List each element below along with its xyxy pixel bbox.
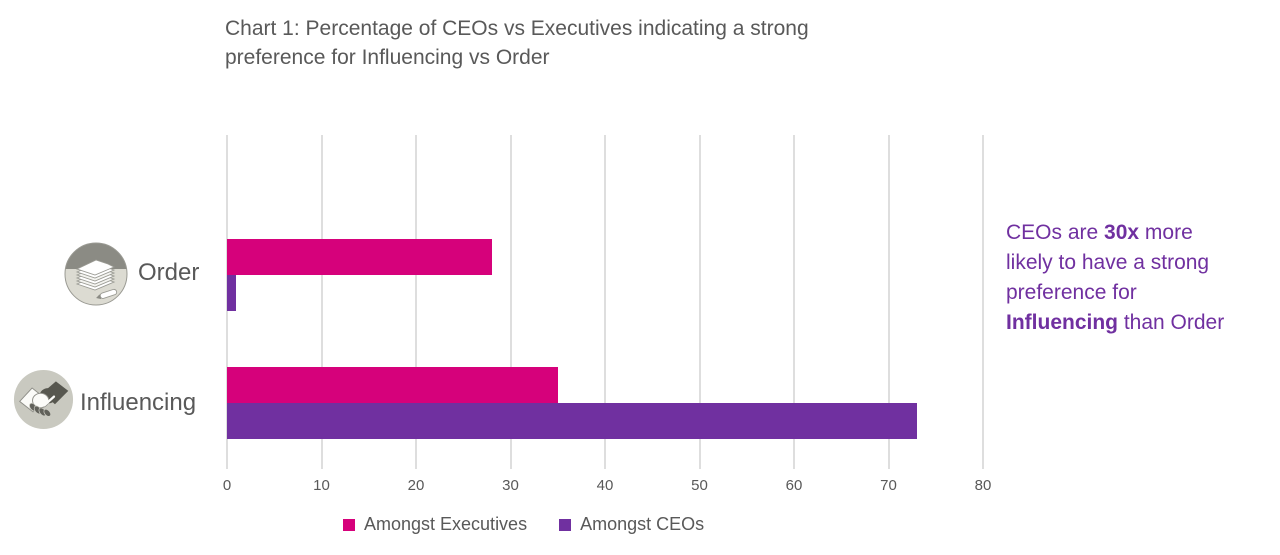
gridline (604, 135, 606, 458)
category-label-influencing: Influencing (80, 389, 197, 416)
category-label-order: Order (138, 259, 200, 286)
legend-label-ceos: Amongst CEOs (580, 514, 705, 534)
annotation-bold-text: Influencing (1006, 311, 1118, 334)
annotation-line: likely to have a strong (1006, 248, 1268, 278)
gridline (698, 135, 701, 458)
annotation-text: than Order (1118, 311, 1225, 334)
legend-item-ceos: Amongst CEOs (559, 514, 704, 535)
x-tick-label: 50 (691, 477, 708, 494)
gridline (982, 135, 984, 458)
x-tick-label: 70 (880, 477, 897, 494)
x-tick-label: 80 (974, 477, 992, 494)
annotation-text: more (1139, 221, 1193, 244)
plot-area (226, 135, 984, 469)
tick-mark (604, 458, 606, 469)
bar-influencing-amongst-executives (227, 367, 558, 403)
annotation-line: preference for (1006, 278, 1268, 308)
annotation: CEOs are 30x more likely to have a strong… (1006, 218, 1268, 338)
x-tick-label: 40 (596, 477, 614, 494)
gridline (793, 135, 795, 458)
tick-mark (982, 458, 984, 469)
bar-order-amongst-ceos (227, 275, 237, 311)
annotation-line: CEOs are 30x more (1006, 218, 1268, 248)
tick-mark (320, 458, 323, 469)
legend-swatch (559, 518, 572, 531)
legend-label-executives: Amongst Executives (364, 514, 528, 534)
x-tick-label: 0 (222, 477, 232, 494)
tick-mark (887, 458, 890, 469)
category-row-influencing: Influencing (13, 369, 213, 433)
x-tick-label: 30 (502, 477, 519, 494)
annotation-line: Influencing than Order (1006, 308, 1268, 338)
x-axis-labels: 0 10 20 30 40 50 60 70 80 (223, 477, 992, 497)
handshake-icon (13, 369, 74, 435)
tick-mark (415, 458, 417, 469)
bars (227, 135, 983, 458)
category-row-order: Order (64, 242, 224, 306)
tick-mark (793, 458, 795, 469)
gridline (415, 135, 417, 458)
x-tick-label: 20 (407, 477, 425, 494)
bar-order-amongst-executives (227, 239, 492, 275)
annotation-text: CEOs are (1006, 221, 1105, 244)
gridline (320, 135, 323, 458)
bar-influencing-amongst-ceos (227, 403, 917, 439)
chart-title: Chart 1: Percentage of CEOs vs Executive… (225, 17, 809, 69)
legend-item-executives: Amongst Executives (343, 514, 527, 535)
tick-mark (698, 458, 701, 469)
x-tick-label: 10 (313, 477, 330, 494)
annotation-text: likely to have a strong (1006, 251, 1210, 274)
gridline (509, 135, 512, 458)
tick-mark (509, 458, 512, 469)
x-tick-label: 60 (785, 477, 803, 494)
annotation-text: preference for (1006, 281, 1137, 304)
legend: Amongst Executives Amongst CEOs (343, 514, 704, 535)
annotation-bold-text: 30x (1104, 221, 1140, 244)
tick-mark (226, 458, 228, 469)
gridline (887, 135, 890, 458)
document-stack-icon (64, 242, 128, 311)
legend-swatch (343, 518, 355, 531)
